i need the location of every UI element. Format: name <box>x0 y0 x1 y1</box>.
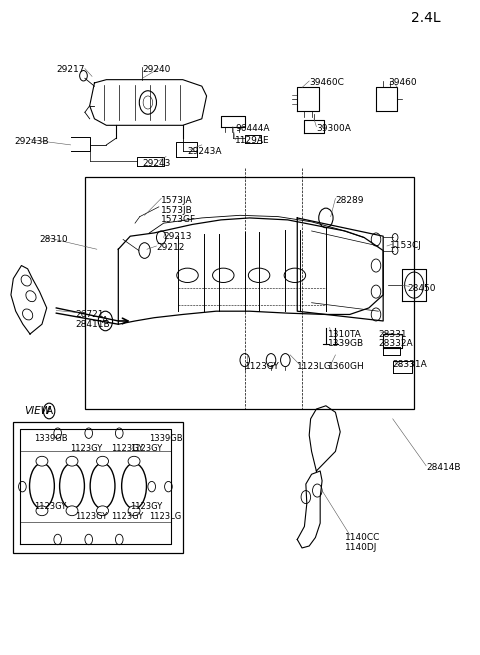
Text: A: A <box>102 316 108 326</box>
Text: 1360GH: 1360GH <box>328 362 365 371</box>
Text: 1339GB: 1339GB <box>328 339 364 348</box>
Text: 28289: 28289 <box>336 196 364 205</box>
Bar <box>13 422 183 553</box>
Text: 1123GY: 1123GY <box>130 443 163 453</box>
Ellipse shape <box>128 506 140 515</box>
Text: 1339GB: 1339GB <box>34 434 68 443</box>
Text: 1123GY: 1123GY <box>111 512 144 521</box>
Text: 1339GB: 1339GB <box>149 434 183 443</box>
Text: 39460: 39460 <box>388 79 417 87</box>
Text: 28414B: 28414B <box>426 463 461 472</box>
Ellipse shape <box>36 457 48 466</box>
Text: 28332A: 28332A <box>378 339 413 348</box>
Text: 39300A: 39300A <box>316 124 351 133</box>
Text: 1123LG: 1123LG <box>297 362 332 371</box>
Text: 2.4L: 2.4L <box>411 10 441 25</box>
Ellipse shape <box>128 457 140 466</box>
Text: 1123GY: 1123GY <box>75 512 108 521</box>
Bar <box>85 178 414 409</box>
Text: 1573JA: 1573JA <box>161 196 193 205</box>
Text: 1123GY: 1123GY <box>245 362 279 371</box>
Text: 26721: 26721 <box>75 310 104 319</box>
Ellipse shape <box>66 506 78 515</box>
Text: 1123GY: 1123GY <box>130 502 163 512</box>
Text: 1123GY: 1123GY <box>71 443 103 453</box>
Text: 1153CJ: 1153CJ <box>390 242 422 250</box>
Text: 29240: 29240 <box>142 66 170 75</box>
Text: 29212: 29212 <box>156 244 185 252</box>
Text: 1140DJ: 1140DJ <box>345 543 377 552</box>
Text: 1573GF: 1573GF <box>161 215 196 225</box>
Text: 29213: 29213 <box>164 232 192 240</box>
Ellipse shape <box>66 457 78 466</box>
Text: 1140CC: 1140CC <box>345 533 380 542</box>
Text: VIEW: VIEW <box>24 406 51 416</box>
Ellipse shape <box>36 506 48 515</box>
Text: 1573JB: 1573JB <box>161 206 193 215</box>
Text: 29243: 29243 <box>142 159 170 168</box>
Text: 1129AE: 1129AE <box>235 136 270 145</box>
Text: 28331A: 28331A <box>393 360 428 369</box>
Text: 1123GY: 1123GY <box>111 443 144 453</box>
Text: 28450: 28450 <box>407 284 435 293</box>
Text: 28331: 28331 <box>378 329 407 339</box>
Text: 1123GY: 1123GY <box>34 502 66 512</box>
Text: 29243B: 29243B <box>15 137 49 146</box>
Text: 28411B: 28411B <box>75 320 110 329</box>
Text: A: A <box>46 406 53 416</box>
Text: 29217: 29217 <box>56 66 85 75</box>
Ellipse shape <box>96 457 108 466</box>
Text: 29243A: 29243A <box>188 147 222 156</box>
Text: 39460C: 39460C <box>309 79 344 87</box>
Text: 1310TA: 1310TA <box>328 329 362 339</box>
Text: 28310: 28310 <box>39 235 68 244</box>
Text: 96444A: 96444A <box>235 124 270 133</box>
Text: 1123LG: 1123LG <box>149 512 181 521</box>
Ellipse shape <box>96 506 108 515</box>
